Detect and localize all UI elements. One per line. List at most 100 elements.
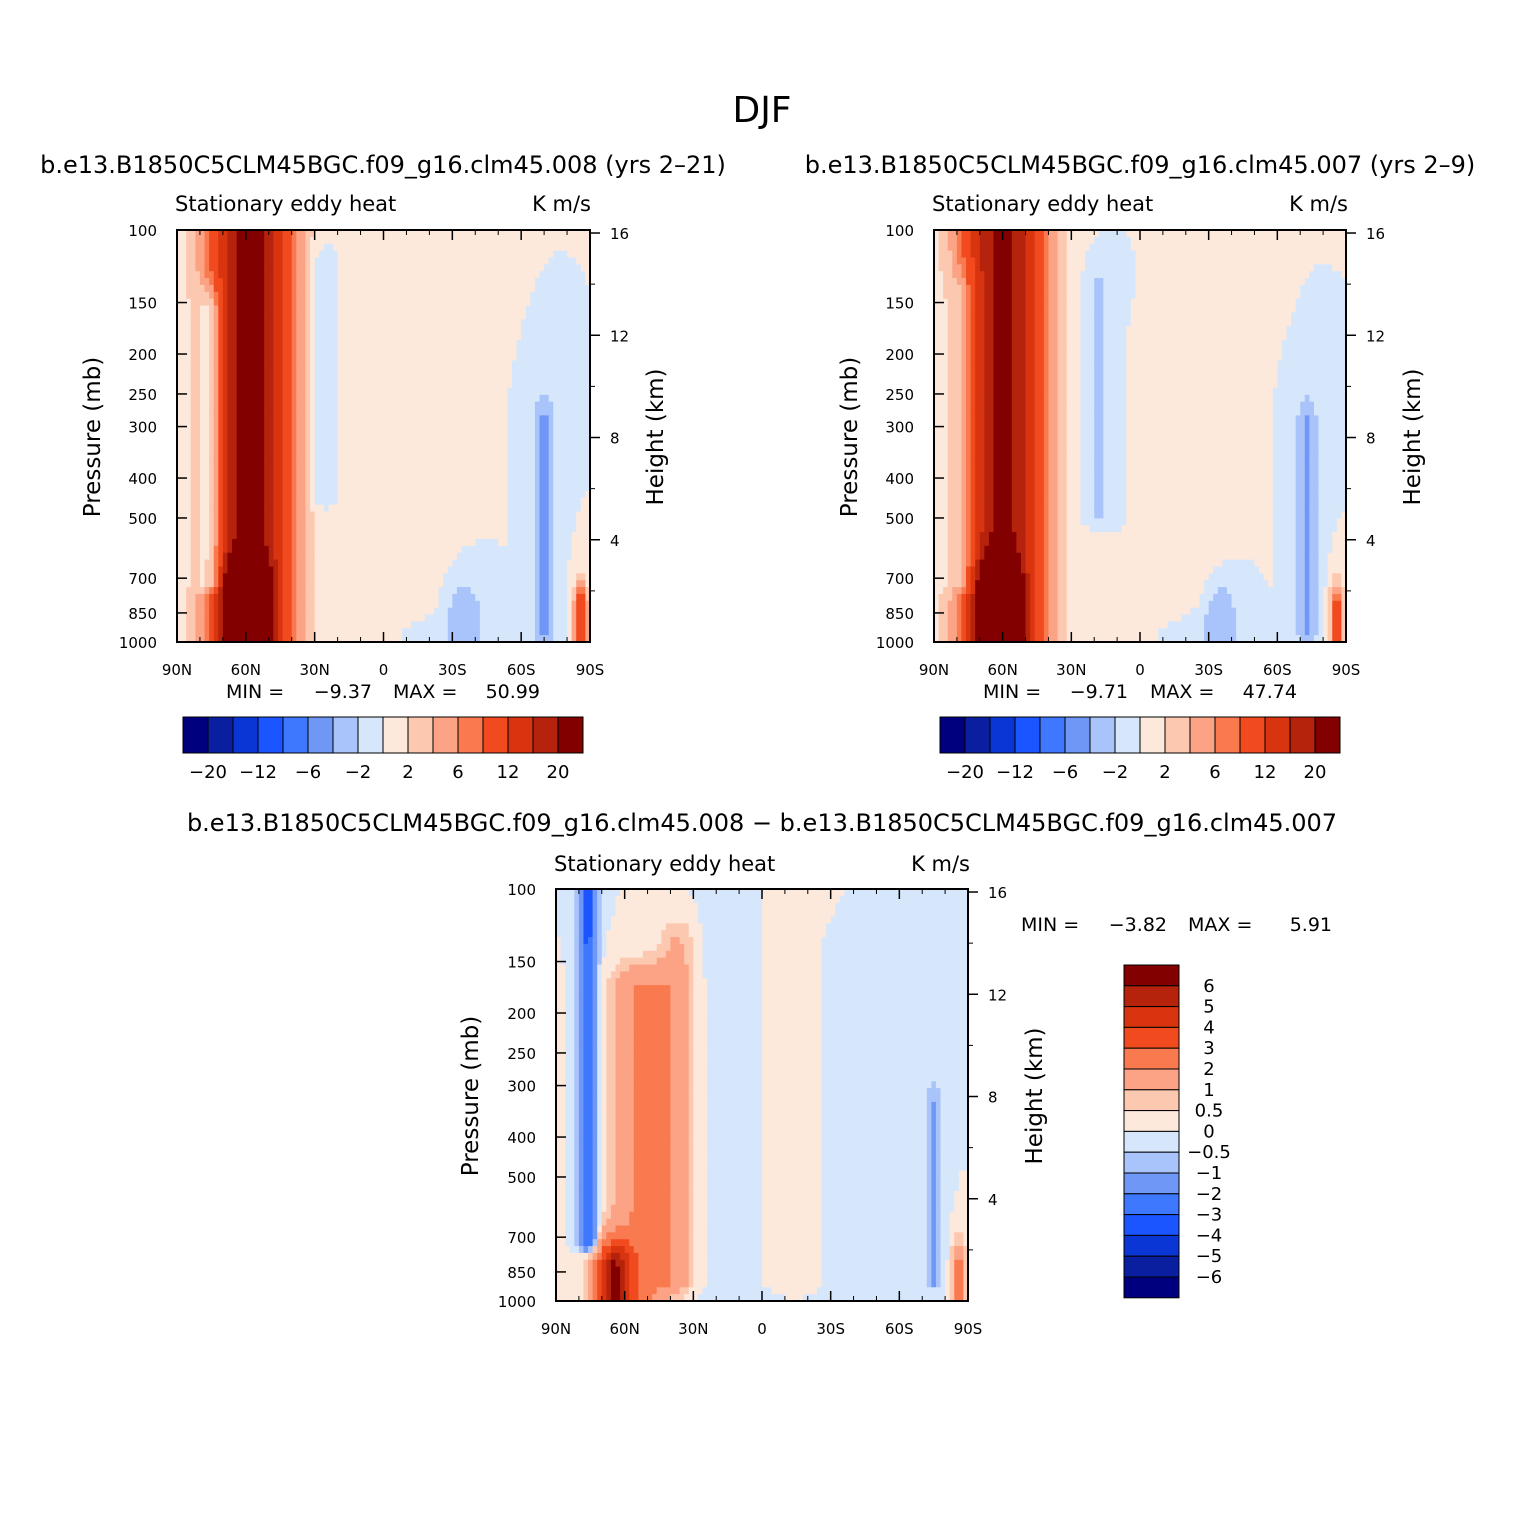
field-cell xyxy=(484,587,490,595)
field-cell xyxy=(177,539,183,547)
field-cell xyxy=(323,339,330,348)
field-cell xyxy=(470,236,476,245)
field-cell xyxy=(287,470,293,478)
field-cell xyxy=(227,504,233,513)
field-cell xyxy=(204,470,210,478)
field-cell xyxy=(287,607,293,616)
field-cell xyxy=(511,539,518,547)
field-cell xyxy=(333,333,339,341)
field-cell xyxy=(420,539,426,547)
field-cell xyxy=(415,333,421,341)
field-cell xyxy=(511,264,518,272)
field-cell xyxy=(218,326,224,334)
field-cell xyxy=(479,436,486,444)
field-cell xyxy=(429,271,435,279)
field-cell xyxy=(374,257,380,265)
field-cell xyxy=(259,525,265,533)
field-cell xyxy=(218,573,224,581)
field-cell xyxy=(493,463,499,471)
field-cell xyxy=(479,236,486,245)
field-cell xyxy=(502,580,508,588)
field-cell xyxy=(461,436,467,444)
field-cell xyxy=(268,284,274,293)
field-cell xyxy=(511,429,518,437)
field-cell xyxy=(190,559,196,568)
field-cell xyxy=(498,511,504,519)
field-cell xyxy=(411,257,417,265)
field-cell xyxy=(259,477,265,485)
field-cell xyxy=(548,312,554,320)
field-cell xyxy=(553,477,559,485)
field-cell xyxy=(351,621,357,629)
field-cell xyxy=(498,442,504,451)
field-cell xyxy=(415,539,421,547)
field-cell xyxy=(222,559,229,568)
field-cell xyxy=(259,333,265,341)
field-cell xyxy=(521,593,527,602)
field-cell xyxy=(507,243,513,252)
field-cell xyxy=(291,353,297,362)
field-cell xyxy=(378,353,385,362)
field-cell xyxy=(388,360,394,368)
field-cell xyxy=(310,298,316,307)
field-cell xyxy=(420,264,426,272)
field-cell xyxy=(241,470,247,478)
field-cell xyxy=(392,408,398,416)
field-cell xyxy=(544,470,550,478)
field-cell xyxy=(452,518,458,526)
field-cell xyxy=(392,600,398,609)
field-cell xyxy=(530,374,536,382)
field-cell xyxy=(557,298,564,307)
field-cell xyxy=(447,545,453,554)
field-cell xyxy=(300,333,307,341)
field-cell xyxy=(199,442,206,451)
field-cell xyxy=(484,545,490,554)
field-cell xyxy=(342,600,348,609)
field-cell xyxy=(241,525,247,533)
field-cell xyxy=(190,264,196,272)
field-cell xyxy=(199,284,206,293)
field-cell xyxy=(397,243,403,252)
field-cell xyxy=(553,326,559,334)
field-cell xyxy=(544,593,550,602)
field-cell xyxy=(498,326,504,334)
field-cell xyxy=(282,278,288,286)
field-cell xyxy=(319,477,325,485)
field-cell xyxy=(530,257,536,265)
field-cell xyxy=(369,367,375,375)
field-cell xyxy=(411,422,417,430)
field-cell xyxy=(525,408,531,416)
field-cell xyxy=(378,284,385,293)
field-cell xyxy=(199,374,206,382)
field-cell xyxy=(369,552,375,561)
field-cell xyxy=(273,436,279,444)
field-cell xyxy=(466,394,472,403)
field-cell xyxy=(466,511,472,519)
field-cell xyxy=(539,614,545,622)
field-cell xyxy=(213,381,219,389)
field-cell xyxy=(296,401,302,410)
field-cell xyxy=(415,436,421,444)
field-cell xyxy=(369,339,375,348)
field-cell xyxy=(177,532,183,540)
field-cell xyxy=(369,497,375,506)
field-cell xyxy=(351,319,357,327)
field-cell xyxy=(378,600,385,609)
field-cell xyxy=(287,422,293,430)
field-cell xyxy=(291,463,297,471)
field-cell xyxy=(222,305,229,313)
field-cell xyxy=(484,250,490,259)
field-cell xyxy=(213,490,219,499)
field-cell xyxy=(333,353,339,362)
field-cell xyxy=(378,518,385,526)
field-cell xyxy=(498,593,504,602)
field-cell xyxy=(378,456,385,465)
field-cell xyxy=(186,312,192,320)
field-cell xyxy=(456,490,463,499)
field-cell xyxy=(310,456,316,465)
field-cell xyxy=(502,429,508,437)
field-cell xyxy=(484,442,490,451)
field-cell xyxy=(323,278,330,286)
field-cell xyxy=(282,511,288,519)
field-cell xyxy=(388,271,394,279)
